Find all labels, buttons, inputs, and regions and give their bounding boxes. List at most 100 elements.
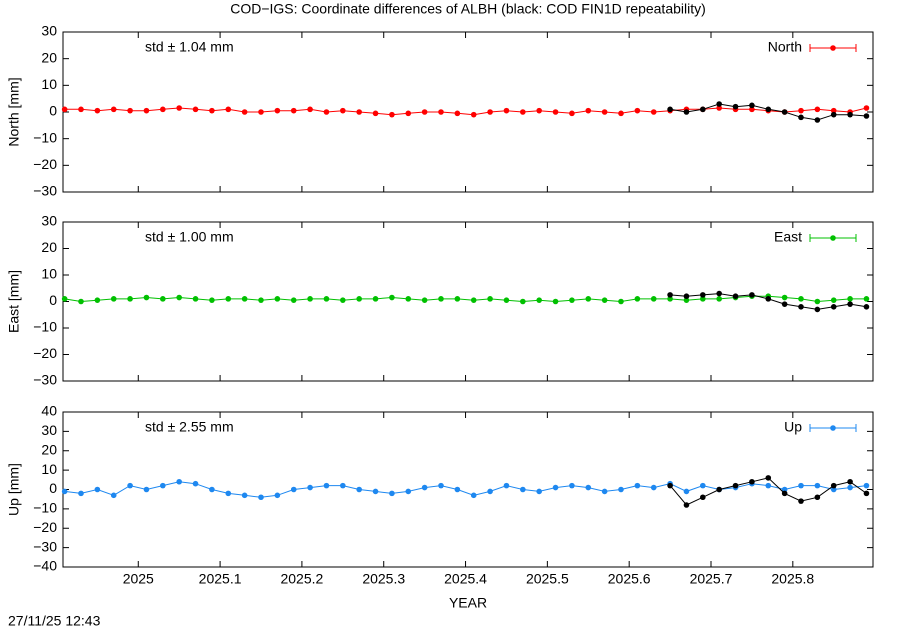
y-tick-label: −20 <box>33 156 57 172</box>
y-tick-label: −20 <box>33 519 57 535</box>
data-point <box>798 498 804 504</box>
data-point <box>716 290 722 297</box>
timestamp: 27/11/25 12:43 <box>8 613 101 629</box>
y-tick-label: 10 <box>41 461 57 477</box>
data-point <box>634 107 641 114</box>
data-point <box>127 107 133 114</box>
data-point <box>863 105 870 111</box>
data-point <box>143 107 150 114</box>
data-point <box>356 296 362 302</box>
data-point <box>536 107 542 114</box>
data-point <box>290 107 297 114</box>
data-point <box>683 293 690 300</box>
data-point <box>94 107 101 114</box>
data-point <box>503 107 510 114</box>
data-point <box>438 482 444 489</box>
data-point <box>487 109 493 115</box>
y-tick-label: 0 <box>49 480 57 496</box>
data-point <box>372 110 379 117</box>
data-point <box>601 109 608 115</box>
data-point <box>830 486 837 493</box>
series-line <box>669 477 867 506</box>
data-point <box>78 490 84 497</box>
data-point <box>569 110 575 117</box>
data-point <box>192 480 199 487</box>
data-point <box>241 296 248 302</box>
legend-label: Up <box>784 419 802 435</box>
data-point <box>830 304 837 310</box>
series-line <box>64 295 867 303</box>
y-axis-label: East [mm] <box>6 270 22 333</box>
data-point <box>454 296 461 302</box>
data-point <box>405 110 412 117</box>
data-point <box>94 297 101 303</box>
data-point <box>438 296 444 302</box>
data-point <box>356 109 362 115</box>
data-point <box>781 109 788 115</box>
data-point <box>389 111 395 118</box>
data-point <box>421 297 428 303</box>
data-point <box>716 105 722 111</box>
y-tick-label: 30 <box>41 422 57 438</box>
data-point <box>798 114 804 121</box>
data-point <box>323 296 330 302</box>
legend-label: East <box>774 229 802 245</box>
data-point <box>487 488 493 495</box>
y-tick-label: 20 <box>41 239 57 255</box>
data-point <box>798 482 804 489</box>
data-point <box>160 106 166 113</box>
data-point <box>536 488 542 495</box>
data-point <box>176 294 182 301</box>
data-point <box>847 478 853 485</box>
data-point <box>749 102 755 109</box>
data-point <box>650 484 657 491</box>
data-point <box>78 298 84 305</box>
data-point <box>814 298 821 305</box>
data-point <box>274 107 281 114</box>
data-point <box>307 484 313 491</box>
data-point <box>274 296 281 302</box>
data-point <box>552 298 559 305</box>
annotation: std ± 1.00 mm <box>145 229 234 245</box>
data-point <box>667 296 673 302</box>
y-tick-label: 20 <box>41 441 57 457</box>
data-point <box>160 482 166 489</box>
data-point <box>61 296 68 302</box>
data-point <box>340 482 346 489</box>
data-point <box>323 109 330 115</box>
data-point <box>372 488 379 495</box>
data-point <box>847 301 853 307</box>
data-point <box>94 486 101 493</box>
data-point <box>470 111 477 118</box>
data-point <box>749 106 755 113</box>
data-point <box>536 297 542 303</box>
data-point <box>225 106 232 113</box>
data-point <box>585 296 592 302</box>
data-point <box>503 297 510 303</box>
data-point <box>716 486 722 493</box>
data-point <box>814 306 821 313</box>
x-tick-label: 2025 <box>123 571 154 587</box>
data-point <box>258 109 264 115</box>
data-point <box>421 484 428 491</box>
data-point <box>700 494 706 501</box>
data-point <box>160 296 166 302</box>
data-point <box>700 296 706 302</box>
x-tick-label: 2025.1 <box>199 571 242 587</box>
data-point <box>143 294 150 301</box>
data-point <box>225 490 232 497</box>
data-point <box>421 109 428 115</box>
data-point <box>700 292 706 298</box>
x-tick-label: 2025.3 <box>362 571 405 587</box>
data-point <box>405 296 412 302</box>
y-tick-label: 10 <box>41 76 57 92</box>
data-point <box>176 105 182 111</box>
x-axis-label: YEAR <box>449 595 487 611</box>
plot-area <box>61 101 870 123</box>
data-point <box>110 106 117 113</box>
data-point <box>290 486 297 493</box>
y-tick-label: −10 <box>33 500 57 516</box>
data-point <box>847 484 853 491</box>
x-tick-label: 2025.2 <box>280 571 323 587</box>
